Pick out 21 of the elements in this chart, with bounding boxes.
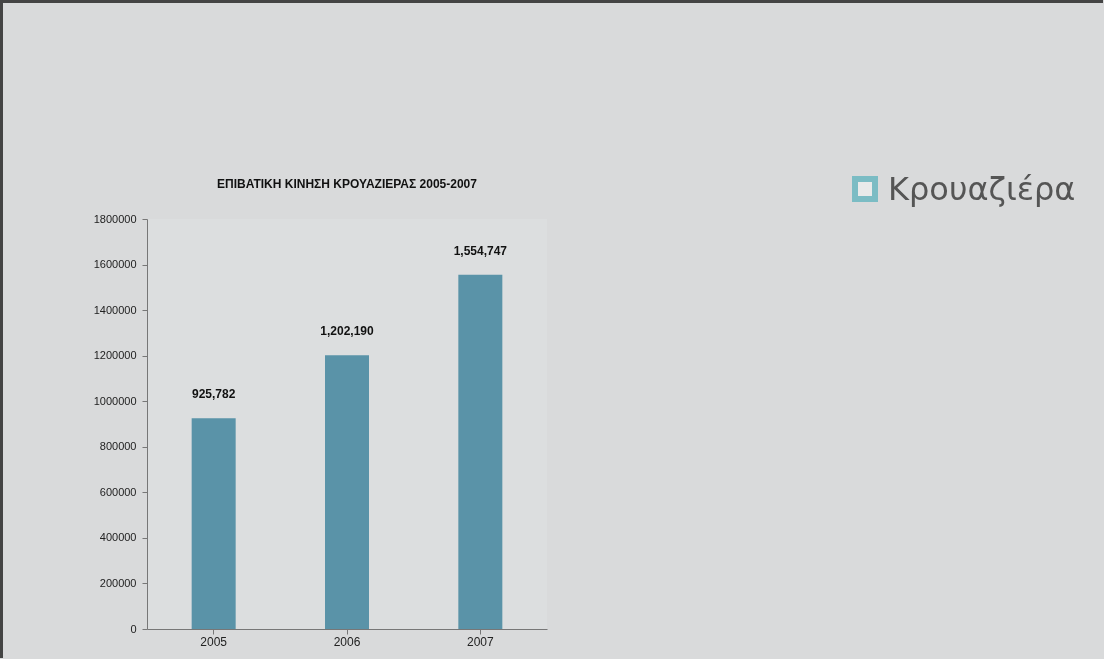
data-label: 925,782 xyxy=(191,387,236,402)
bar xyxy=(325,355,369,629)
y-tick-label: 400000 xyxy=(99,531,137,544)
y-tick-label: 1400000 xyxy=(93,303,137,316)
x-tick-label: 2007 xyxy=(466,634,494,649)
y-tick-label: 1800000 xyxy=(93,212,137,225)
data-label: 1,554,747 xyxy=(453,243,508,258)
y-tick-label: 1200000 xyxy=(93,349,137,362)
x-tick-label: 2005 xyxy=(200,634,228,649)
x-tick-label: 2006 xyxy=(333,634,361,649)
y-tick-label: 800000 xyxy=(99,440,137,453)
text: Κρουαζιέρα xyxy=(888,170,1076,208)
data-label: 1,202,190 xyxy=(320,324,375,339)
chart-title: ΕΠΙΒΑΤΙΚΗ ΚΙΝΗΣΗ ΚΡΟΥΑΖΙΕΡΑΣ 2005-2007 xyxy=(217,177,478,191)
y-tick-label: 0 xyxy=(130,622,137,635)
y-tick-label: 600000 xyxy=(99,485,137,498)
bar xyxy=(458,274,503,629)
y-tick-label: 200000 xyxy=(99,576,137,589)
y-tick-label: 1000000 xyxy=(93,394,137,407)
bar xyxy=(191,418,236,629)
y-tick-label: 1600000 xyxy=(93,258,137,271)
